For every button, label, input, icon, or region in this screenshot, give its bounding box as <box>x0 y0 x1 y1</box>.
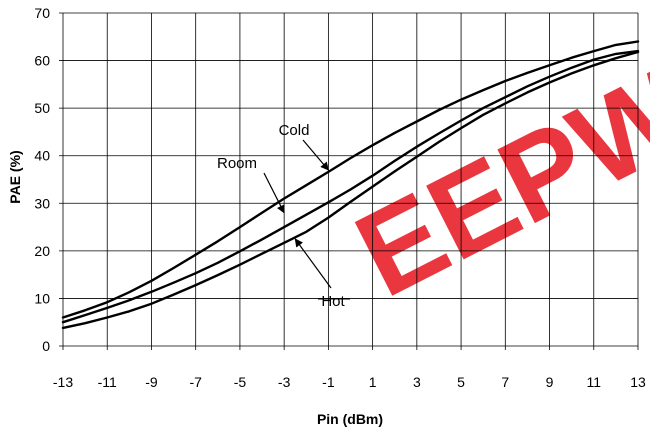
series-line-cold <box>61 40 640 319</box>
x-tick-label: -5 <box>234 374 247 390</box>
x-tick-label: -7 <box>189 374 202 390</box>
y-tick-label: 50 <box>34 100 50 116</box>
annotation-label-hot: Hot <box>321 293 345 310</box>
x-tick-label: -9 <box>145 374 158 390</box>
y-tick-label: 40 <box>34 148 50 164</box>
annotation-label-room: Room <box>217 155 257 172</box>
x-tick-label: -3 <box>278 374 291 390</box>
x-tick-label: 3 <box>413 374 421 390</box>
y-tick-label: 60 <box>34 53 50 69</box>
annotation-arrow-room <box>263 172 285 214</box>
series-line-room <box>61 49 640 324</box>
y-tick-label: 30 <box>34 195 50 211</box>
series-line-hot <box>61 50 640 330</box>
x-tick-label: 13 <box>630 374 646 390</box>
x-tick-label: 9 <box>546 374 554 390</box>
x-tick-label: 7 <box>501 374 509 390</box>
eepw-watermark: EEPW <box>336 42 650 322</box>
watermark-text: EEPW <box>336 42 650 322</box>
series-layer <box>61 40 640 330</box>
x-tick-label: -13 <box>53 374 73 390</box>
x-tick-label: -1 <box>322 374 335 390</box>
watermark-letters: EEPW <box>336 42 650 322</box>
x-tick-label: 11 <box>586 374 601 390</box>
x-tick-label: -11 <box>98 374 117 390</box>
y-tick-label: 20 <box>34 243 50 259</box>
y-tick-label: 70 <box>34 5 50 21</box>
annotation-layer: Cold Room Hot <box>217 122 350 310</box>
y-tick-label: 0 <box>42 338 50 354</box>
y-axis-title: PAE (%) <box>7 150 23 203</box>
annotation-label-cold: Cold <box>279 122 310 139</box>
annotation-arrow-hot <box>294 238 332 289</box>
annotation-arrow-cold <box>302 139 329 171</box>
x-tick-label: 1 <box>369 374 377 390</box>
x-tick-label: 5 <box>457 374 465 390</box>
y-tick-label: 10 <box>34 290 50 306</box>
x-axis-title: Pin (dBm) <box>317 411 383 427</box>
